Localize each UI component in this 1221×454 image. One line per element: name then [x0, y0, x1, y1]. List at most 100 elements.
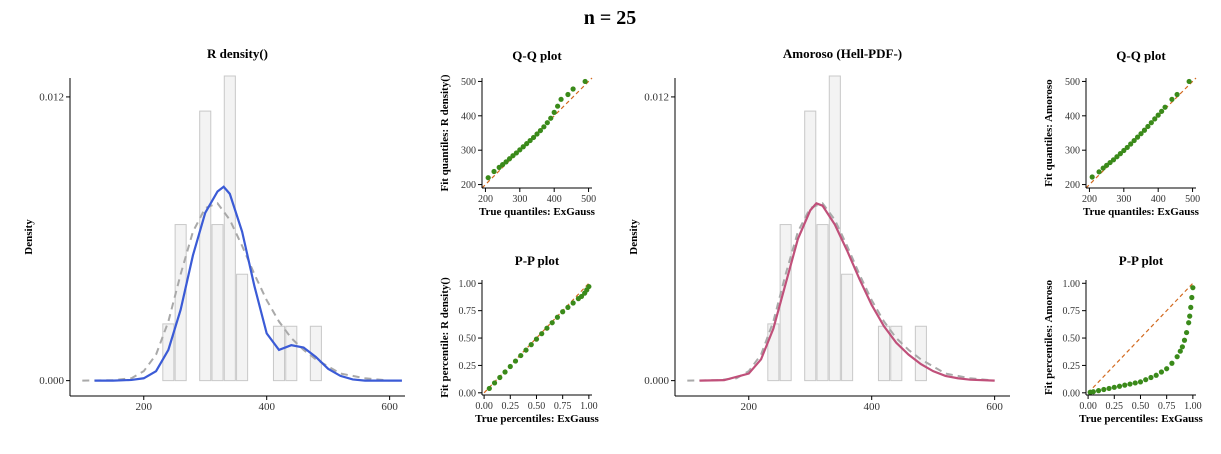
data-point	[539, 331, 545, 337]
data-point	[1106, 385, 1112, 392]
y-axis-label: Fit percentiles: Amoroso	[1043, 279, 1055, 395]
data-point	[528, 342, 534, 348]
data-point	[1143, 377, 1149, 383]
x-axis-label: True quantiles: ExGauss	[479, 206, 596, 218]
data-point	[512, 358, 519, 364]
data-point	[1116, 383, 1123, 389]
histogram-bar	[877, 325, 891, 382]
data-point	[1153, 372, 1159, 378]
y-tick-label: 0.50	[459, 334, 477, 345]
data-point	[530, 134, 537, 141]
y-tick-label: 1.00	[1063, 279, 1081, 290]
chart-title: Q-Q plot	[1116, 48, 1166, 63]
y-tick-label: 0.00	[1063, 388, 1081, 399]
data-point	[1145, 123, 1151, 130]
y-tick-label: 200	[461, 180, 476, 191]
chart-title: Amoroso (Hell-PDF-)	[783, 46, 902, 61]
data-point	[502, 369, 508, 375]
y-tick-label: 0.75	[459, 306, 477, 317]
chart-amoroso: Amoroso (Hell-PDF-) 200 400 600 0.000 0.012 De…	[628, 46, 1010, 413]
data-point	[578, 293, 585, 300]
y-tick-label: 0.25	[1063, 361, 1081, 372]
y-tick-label: 400	[461, 111, 476, 122]
chart-amoroso-pp: P-P plot 0.00 0.25 0.50 0.75 1.00 0.00 0.25 0.50…	[1043, 253, 1204, 425]
data-point	[520, 144, 526, 150]
data-point	[1186, 78, 1192, 85]
y-axis-label: Density	[628, 219, 640, 255]
x-tick-label: 400	[1151, 194, 1166, 205]
data-point	[1188, 304, 1194, 310]
y-tick-label: 0.012	[644, 91, 669, 103]
y-tick-label: 0.012	[39, 91, 64, 103]
y-tick-label: 400	[1065, 111, 1080, 122]
data-point	[1089, 174, 1095, 180]
data-point	[548, 115, 554, 121]
histogram-bar	[272, 325, 286, 382]
x-tick-label: 400	[258, 401, 275, 413]
true-density-line	[82, 202, 390, 382]
y-tick-label: 300	[461, 146, 476, 157]
data-point	[1096, 169, 1102, 175]
chart-title: P-P plot	[1119, 253, 1164, 268]
data-point	[570, 86, 576, 92]
histogram-bar	[223, 75, 236, 382]
x-tick-label: 0.50	[1132, 401, 1150, 412]
data-point	[1186, 320, 1192, 326]
data-point	[491, 380, 498, 386]
data-point	[1090, 389, 1096, 395]
data-point	[1148, 120, 1154, 126]
y-tick-label: 300	[1065, 146, 1080, 157]
data-point	[1148, 374, 1154, 381]
data-point	[533, 336, 540, 342]
data-point	[544, 120, 550, 126]
x-tick-label: 400	[547, 194, 562, 205]
histogram-bar	[285, 325, 298, 382]
data-point	[1131, 137, 1137, 144]
data-point	[1101, 386, 1107, 393]
data-point	[1155, 112, 1161, 118]
data-point	[1187, 313, 1193, 319]
histogram-bar	[236, 273, 249, 382]
data-point	[527, 137, 533, 144]
chart-title: R density()	[207, 46, 268, 61]
data-point	[544, 325, 550, 331]
y-tick-label: 0.000	[644, 375, 669, 387]
data-point	[1111, 384, 1117, 390]
data-point	[1132, 380, 1138, 386]
data-point	[1164, 366, 1170, 372]
data-point	[1124, 144, 1130, 151]
data-point	[582, 78, 588, 85]
y-tick-label: 200	[1065, 180, 1080, 191]
data-point	[560, 309, 566, 315]
data-point	[518, 352, 524, 359]
x-tick-label: 500	[581, 194, 596, 205]
histogram-bar	[779, 224, 792, 382]
data-point	[1095, 388, 1102, 394]
data-point	[555, 103, 561, 109]
data-point	[534, 131, 540, 137]
y-tick-label: 0.000	[39, 375, 64, 387]
y-axis-label: Fit quantiles: Amoroso	[1043, 79, 1055, 187]
histogram-bar	[174, 224, 187, 382]
data-point	[1158, 369, 1165, 375]
data-point	[549, 320, 555, 326]
chart-rdensity-pp: P-P plot 0.00 0.25 0.50 0.75 1.00 0.00 0.25 0.50…	[439, 253, 600, 425]
figure-title: n = 25	[584, 7, 637, 29]
x-tick-label: 1.00	[580, 401, 598, 412]
x-tick-label: 0.75	[554, 401, 572, 412]
data-point	[1122, 382, 1128, 388]
data-point	[1114, 154, 1120, 160]
y-tick-label: 0.00	[459, 388, 477, 399]
data-point	[1159, 108, 1165, 114]
data-point	[1121, 147, 1127, 154]
x-tick-label: 600	[381, 401, 398, 413]
histogram-bar	[914, 325, 927, 382]
x-tick-label: 200	[478, 194, 493, 205]
data-point	[1162, 104, 1168, 110]
x-tick-label: 200	[741, 401, 758, 413]
data-point	[1174, 354, 1180, 360]
x-tick-label: 300	[512, 194, 527, 205]
x-axis-label: True percentiles: ExGauss	[475, 413, 599, 425]
